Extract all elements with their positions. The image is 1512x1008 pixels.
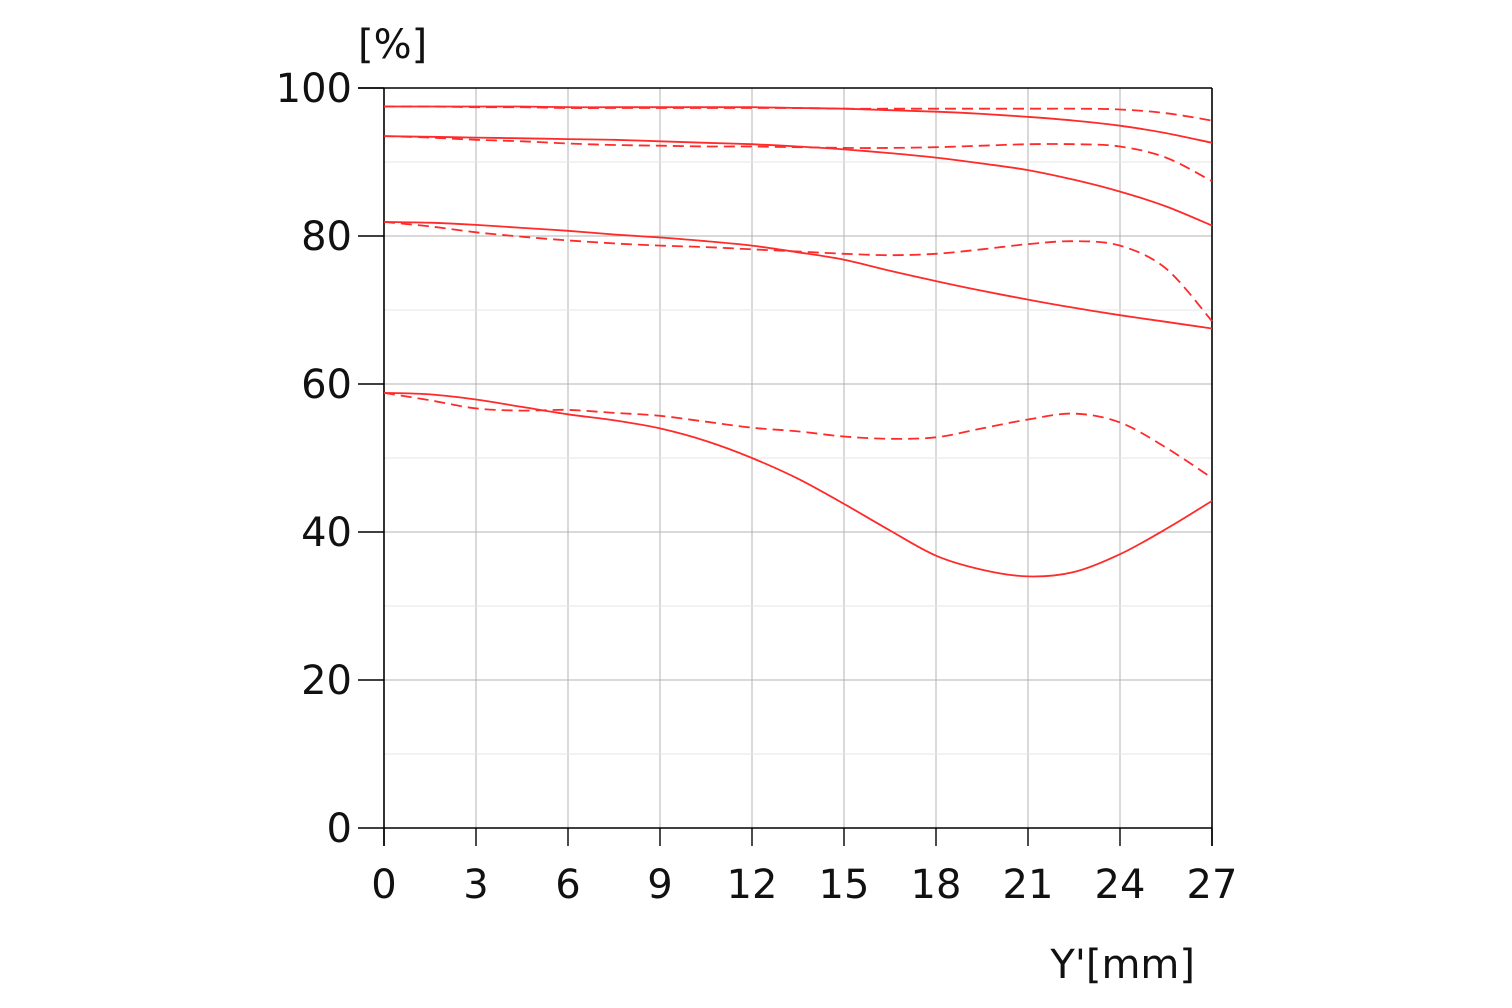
x-tick-label: 21 [1003,862,1054,908]
grid-lines [384,88,1212,828]
x-tick-label: 9 [647,862,672,908]
series-line-6-dashed [383,221,1213,322]
y-tick-label: 60 [301,362,352,408]
x-tick-label: 24 [1095,862,1146,908]
axes [358,87,1213,846]
x-tick-label: 18 [911,862,962,908]
series-line-5-solid [383,221,1213,330]
y-tick-label: 20 [301,658,352,704]
y-tick-label: 100 [276,66,352,112]
x-tick-label: 0 [371,862,396,908]
y-tick-label: 80 [301,214,352,260]
x-tick-label: 6 [555,862,580,908]
series-line-8-dashed [383,392,1213,479]
x-tick-label: 27 [1187,862,1238,908]
series-lines [383,105,1213,578]
x-tick-label: 12 [727,862,778,908]
series-line-3-solid [383,135,1213,227]
series-line-7-solid [383,392,1213,578]
x-tick-label: 3 [463,862,488,908]
x-axis-title: Y'[mm] [1049,942,1195,988]
series-line-4-dashed [383,135,1213,183]
y-tick-label: 0 [327,806,352,852]
y-tick-label: 40 [301,510,352,556]
tick-labels: 0 20 40 60 80 100 0 3 6 9 12 15 18 21 24 27 [276,66,1238,908]
series-line-2-dashed [383,105,1213,122]
y-axis-title: [%] [358,22,427,68]
x-tick-label: 15 [819,862,870,908]
